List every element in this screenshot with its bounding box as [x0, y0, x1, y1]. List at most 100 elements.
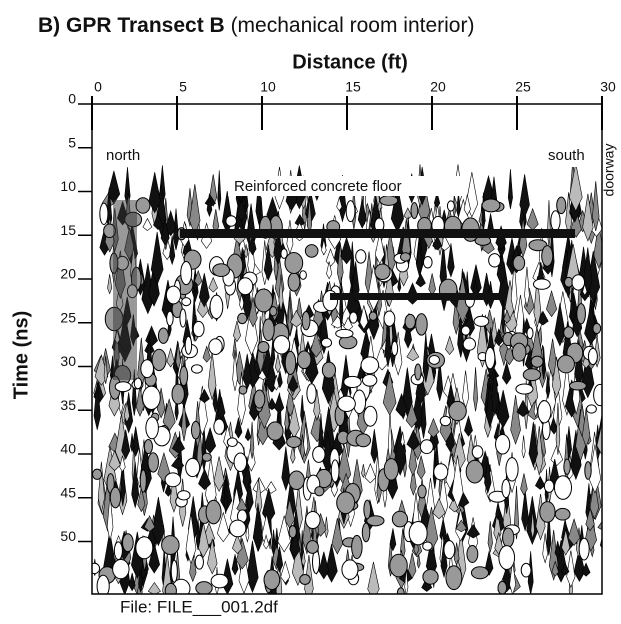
texture-ring [185, 457, 201, 478]
texture-ring [419, 439, 434, 455]
texture-blob [546, 289, 558, 318]
texture-ring [488, 253, 502, 268]
texture-ring [288, 525, 297, 539]
texture-blob [382, 371, 397, 416]
texture-blob [364, 463, 377, 484]
texture-blob [242, 353, 252, 390]
texture-blob [247, 442, 256, 472]
texture-ring [253, 389, 266, 409]
texture-blob [585, 507, 595, 532]
texture-blob [466, 524, 481, 539]
texture-ring [284, 350, 297, 376]
texture-ring [96, 574, 110, 594]
texture-blob [280, 560, 291, 584]
texture-ring [408, 521, 428, 546]
texture-blob [550, 444, 564, 467]
texture-ring [515, 383, 534, 395]
y-tick-label: 20 [60, 266, 76, 282]
texture-blob [171, 436, 186, 454]
texture-blob [545, 371, 551, 399]
texture-ring [280, 248, 288, 259]
texture-ring [314, 486, 325, 497]
texture-ring [166, 310, 174, 327]
texture-blob [273, 374, 280, 391]
texture-ring [266, 421, 284, 441]
texture-blob [440, 538, 448, 579]
texture-blob [340, 236, 353, 265]
texture-ring [422, 541, 433, 551]
texture-ring [541, 245, 554, 267]
texture-ring [439, 415, 452, 427]
texture-blob [484, 456, 492, 495]
texture-blob [216, 511, 230, 543]
texture-blob [281, 446, 291, 492]
texture-ring [495, 434, 511, 455]
texture-blob [302, 422, 309, 457]
texture-blob [194, 269, 203, 287]
texture-blob [233, 320, 241, 343]
texture-blob [436, 359, 444, 401]
texture-blob [253, 503, 263, 553]
texture-blob [374, 232, 385, 265]
texture-ring [299, 270, 307, 280]
texture-blob [153, 213, 163, 230]
texture-ring [335, 328, 354, 339]
texture-blob [387, 410, 393, 463]
texture-ring [320, 337, 333, 348]
texture-blob [121, 429, 131, 460]
y-tick-label: 5 [68, 134, 76, 150]
texture-ring [269, 306, 278, 317]
texture-blob [526, 207, 539, 231]
texture-blob [547, 200, 551, 247]
y-tick-label: 30 [60, 353, 76, 369]
texture-blob [542, 533, 548, 564]
texture-ring [462, 337, 477, 351]
texture-ring [164, 472, 182, 488]
texture-ring [210, 573, 229, 589]
texture-blob [445, 335, 455, 356]
x-tick-label: 15 [345, 79, 361, 95]
texture-blob [389, 528, 397, 552]
texture-ring [498, 545, 516, 570]
texture-blob [198, 468, 211, 491]
texture-blob [495, 501, 501, 521]
y-tick-label: 40 [60, 441, 76, 457]
texture-ring [470, 566, 490, 580]
texture-ring [576, 303, 586, 325]
texture-blob [596, 421, 602, 456]
y-tick-label: 15 [60, 222, 76, 238]
texture-ring [299, 574, 311, 585]
texture-ring [301, 310, 311, 331]
texture-ring [446, 200, 455, 212]
texture-blob [299, 434, 305, 461]
texture-blob [160, 219, 170, 247]
texture-blob [551, 356, 562, 399]
texture-ring [586, 404, 597, 414]
texture-blob [197, 522, 210, 558]
texture-ring [422, 568, 439, 585]
texture-ring [433, 463, 449, 481]
texture-ring [593, 383, 602, 407]
texture-blob [451, 455, 464, 509]
texture-blob [405, 402, 418, 428]
texture-ring [363, 405, 378, 427]
texture-blob [195, 518, 201, 550]
texture-ring [530, 355, 544, 368]
texture-ring [140, 359, 154, 379]
texture-blob [310, 331, 322, 358]
texture-blob [408, 442, 418, 477]
texture-blob [288, 404, 300, 439]
texture-ring [360, 356, 380, 375]
texture-blob [300, 395, 305, 424]
texture-blob [490, 368, 500, 417]
texture-blob [357, 198, 367, 229]
texture-ring [366, 515, 385, 527]
texture-column [113, 200, 137, 380]
texture-blob [287, 374, 299, 393]
texture-ring [237, 312, 248, 325]
texture-blob [278, 274, 284, 312]
texture-ring [306, 540, 319, 554]
texture-blob [263, 533, 269, 550]
texture-ring [351, 534, 363, 560]
texture-ring [368, 311, 378, 321]
